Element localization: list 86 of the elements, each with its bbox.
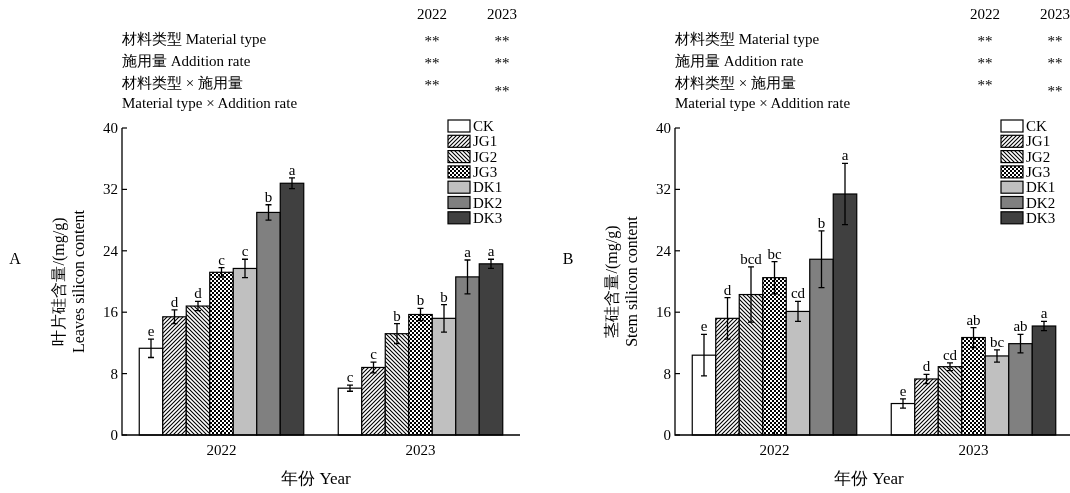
data-label: ab (1013, 318, 1028, 335)
y-tick-label: 0 (663, 427, 671, 443)
data-label: bc (767, 245, 782, 262)
text: ** (977, 55, 993, 71)
legend-label: JG1 (473, 133, 498, 150)
text: 2023 (1040, 6, 1070, 22)
legend-label: JG1 (1026, 133, 1051, 150)
data-label: d (170, 293, 179, 310)
x-tick-label: 2023 (405, 442, 436, 458)
data-label: cd (942, 346, 958, 363)
text: A (9, 250, 22, 267)
data-label: bcd (740, 250, 763, 267)
text: 材料类型 × 施用量 Material type × Addition rate (674, 75, 851, 111)
text: 材料类型 Material type (121, 31, 267, 47)
text: ** (1047, 33, 1063, 49)
legend-label: DK3 (1026, 209, 1056, 226)
text: ** (977, 33, 993, 49)
data-label: b (817, 214, 826, 231)
data-label: b (264, 188, 273, 205)
y-tick-label: 40 (103, 120, 118, 136)
data-label: b (440, 288, 448, 305)
text: 2022 (417, 6, 447, 22)
legend-label: CK (1026, 118, 1047, 134)
y-tick-label: 24 (103, 242, 119, 259)
y-tick-label: 8 (663, 365, 671, 382)
text: ** (1047, 55, 1063, 71)
data-label: d (922, 358, 931, 375)
data-label: c (218, 251, 226, 268)
data-label: e (700, 318, 708, 335)
x-axis-title: 年份 Year (281, 469, 352, 488)
legend-label: JG2 (473, 148, 498, 165)
y-axis-title: 茎硅含量/(mg/g) Stem silicon content (603, 215, 640, 347)
data-label: d (194, 285, 203, 302)
y-tick-label: 16 (103, 304, 119, 321)
legend-label: DK2 (1026, 194, 1056, 211)
text: ** (494, 83, 510, 99)
data-label: ab (966, 311, 981, 328)
y-tick-label: 24 (656, 242, 672, 259)
legend-label: DK3 (473, 209, 503, 226)
y-tick-label: 32 (656, 181, 671, 198)
data-label: c (346, 369, 354, 386)
data-label: a (1040, 305, 1048, 322)
text: B (562, 250, 574, 267)
data-label: bc (989, 333, 1005, 350)
x-tick-label: 2023 (958, 442, 989, 458)
legend-label: DK2 (473, 194, 503, 211)
y-tick-label: 16 (656, 304, 672, 321)
data-label: a (487, 243, 495, 260)
data-label: b (393, 307, 401, 324)
data-label: a (288, 161, 296, 178)
x-axis-title: 年份 Year (834, 469, 905, 488)
legend-label: CK (473, 118, 494, 134)
text: 2023 (487, 6, 517, 22)
y-tick-label: 8 (110, 365, 118, 382)
text: ** (424, 55, 440, 71)
data-label: e (899, 382, 907, 399)
data-label: cd (790, 285, 806, 302)
data-label: c (241, 243, 249, 260)
text: ** (494, 55, 510, 71)
data-label: e (147, 323, 155, 340)
data-label: a (841, 147, 849, 164)
legend-label: DK1 (473, 179, 503, 196)
text: 施用量 Addition rate (675, 53, 804, 69)
x-tick-label: 2022 (759, 442, 790, 458)
text: 2022 (970, 6, 1000, 22)
text: ** (424, 33, 440, 49)
data-label: d (723, 281, 732, 298)
legend-label: JG3 (1026, 163, 1051, 180)
x-tick-label: 2022 (206, 442, 237, 458)
y-axis-title: 叶片硅含量/(mg/g) Leaves silicon content (50, 209, 87, 354)
data-label: c (370, 346, 378, 363)
legend-label: JG2 (1026, 148, 1051, 165)
text: 材料类型 Material type (674, 31, 820, 47)
y-tick-label: 0 (110, 427, 118, 443)
data-label: b (416, 292, 425, 309)
y-tick-label: 32 (103, 181, 118, 198)
y-tick-label: 40 (656, 120, 671, 136)
text: ** (424, 77, 440, 93)
text: ** (494, 33, 510, 49)
text: 材料类型 × 施用量 Material type × Addition rate (121, 75, 298, 111)
legend-label: DK1 (1026, 179, 1056, 196)
text: ** (977, 77, 993, 93)
legend-label: JG3 (473, 163, 498, 180)
text: 施用量 Addition rate (122, 53, 251, 69)
data-label: a (464, 244, 472, 261)
text: ** (1047, 83, 1063, 99)
